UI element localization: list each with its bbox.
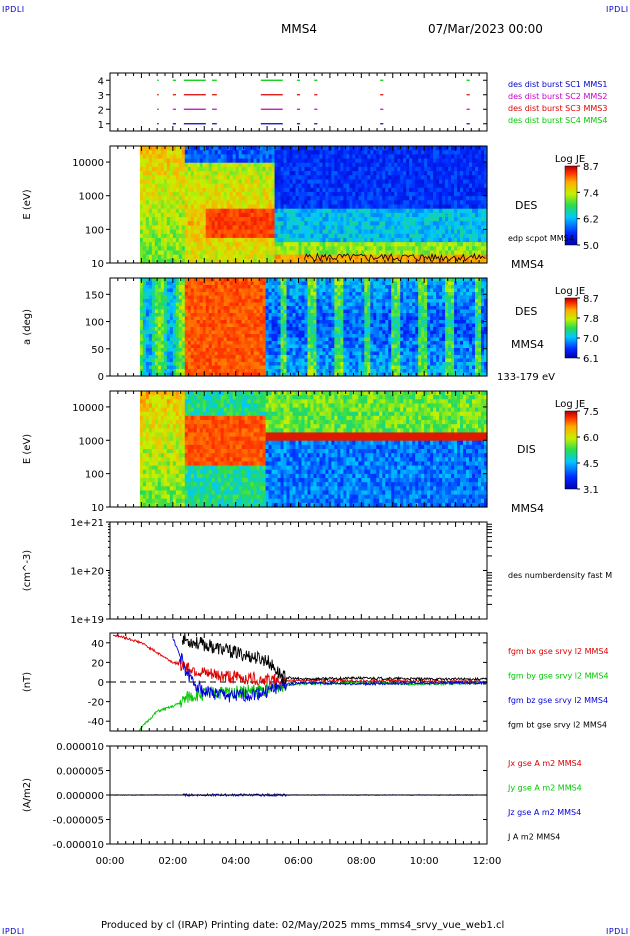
burst-panel-frame xyxy=(110,73,487,131)
multi-panel-plot: 1234des dist burst SC1 MMS1des dist burs… xyxy=(0,0,630,934)
